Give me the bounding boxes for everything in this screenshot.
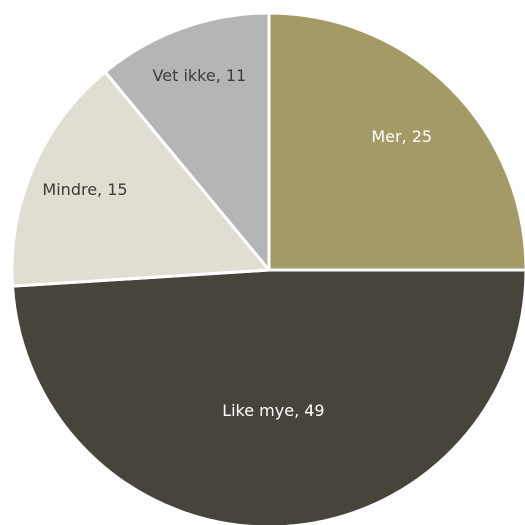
pie-slice-mindre: [10, 70, 271, 288]
pie-label-mindre: Mindre, 15: [42, 180, 127, 199]
pie-label-mer: Mer, 25: [371, 127, 432, 146]
pie-slice-vet-ikke: [103, 11, 271, 272]
pie-label-like-mye: Like mye, 49: [222, 401, 324, 420]
pie-label-vet-ikke: Vet ikke, 11: [153, 66, 247, 85]
pie-labels: Mer, 25 Like mye, 49 Mindre, 15 Vet ikke, 1…: [42, 66, 432, 420]
pie-slice-like-mye: [11, 268, 525, 525]
pie-slices: [10, 11, 525, 525]
pie-slice-mer: [267, 11, 525, 272]
